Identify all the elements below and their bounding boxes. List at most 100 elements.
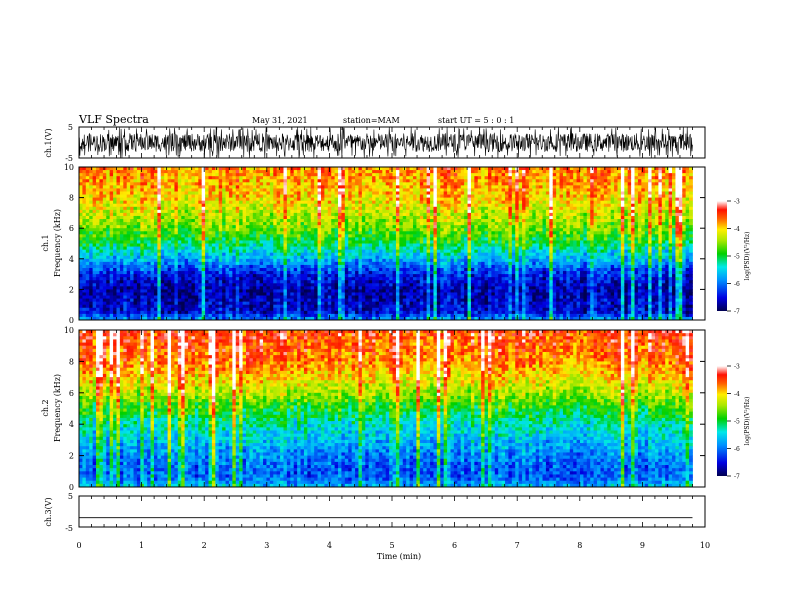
heatmap-cell: [375, 292, 380, 296]
heatmap-cell: [338, 274, 342, 278]
heatmap-cell: [382, 200, 387, 205]
heatmap-cell: [201, 182, 206, 186]
heatmap-cell: [273, 185, 278, 189]
heatmap-cell: [218, 209, 223, 214]
heatmap-cell: [320, 225, 325, 229]
heatmap-cell: [116, 240, 121, 244]
heatmap-cell: [106, 280, 111, 284]
heatmap-cell: [211, 173, 216, 177]
heatmap-cell: [334, 231, 339, 235]
heatmap-cell: [273, 176, 278, 180]
heatmap-cell: [198, 304, 203, 309]
heatmap-cell: [320, 243, 325, 247]
heatmap-cell: [89, 182, 94, 186]
heatmap-cell: [280, 219, 284, 223]
heatmap-cell: [174, 206, 179, 211]
heatmap-cell: [300, 280, 305, 284]
heatmap-cell: [355, 212, 359, 217]
heatmap-cell: [153, 219, 158, 223]
heatmap-cell: [157, 206, 162, 211]
heatmap-cell: [198, 176, 203, 180]
heatmap-cell: [106, 197, 111, 202]
heatmap-cell: [314, 225, 318, 229]
heatmap-cell: [215, 255, 220, 260]
heatmap-cell: [317, 200, 322, 205]
heatmap-cell: [317, 228, 322, 232]
heatmap-cell: [232, 267, 237, 272]
heatmap-cell: [365, 182, 370, 186]
heatmap-cell: [171, 267, 175, 272]
heatmap-cell: [184, 307, 189, 312]
heatmap-cell: [375, 280, 380, 284]
heatmap-cell: [82, 203, 87, 208]
heatmap-cell: [140, 274, 145, 278]
heatmap-cell: [194, 185, 199, 189]
heatmap-cell: [167, 286, 172, 290]
heatmap-cell: [106, 277, 111, 281]
heatmap-cell: [269, 170, 274, 174]
heatmap-cell: [327, 176, 332, 180]
heatmap-cell: [211, 228, 216, 232]
heatmap-cell: [283, 258, 288, 263]
heatmap-cell: [290, 307, 295, 312]
heatmap-cell: [140, 215, 145, 220]
heatmap-cell: [392, 267, 397, 272]
heatmap-cell: [324, 188, 329, 192]
heatmap-cell: [348, 173, 353, 177]
heatmap-cell: [171, 215, 175, 220]
heatmap-cell: [123, 167, 128, 171]
heatmap-cell: [160, 271, 165, 275]
heatmap-cell: [246, 167, 250, 171]
heatmap-cell: [246, 170, 250, 174]
heatmap-cell: [372, 173, 376, 177]
heatmap-cell: [276, 264, 281, 269]
heatmap-cell: [167, 167, 172, 171]
heatmap-cell: [300, 304, 305, 309]
heatmap-cell: [372, 301, 376, 306]
heatmap-cell: [235, 243, 240, 247]
heatmap-cell: [310, 246, 315, 251]
heatmap-cell: [140, 203, 145, 208]
heatmap-cell: [85, 222, 90, 226]
heatmap-cell: [263, 185, 267, 189]
heatmap-cell: [153, 194, 158, 198]
heatmap-cell: [79, 206, 83, 211]
heatmap-cell: [79, 219, 83, 223]
heatmap-cell: [385, 237, 390, 241]
heatmap-cell: [395, 313, 400, 318]
heatmap-cell: [133, 255, 138, 260]
heatmap-cell: [338, 252, 342, 257]
heatmap-cell: [85, 191, 90, 195]
heatmap-cell: [341, 298, 346, 303]
heatmap-cell: [109, 304, 114, 309]
heatmap-cell: [372, 292, 376, 296]
heatmap-cell: [395, 212, 400, 217]
heatmap-cell: [385, 258, 390, 263]
heatmap-cell: [160, 255, 165, 260]
heatmap-cell: [409, 231, 414, 235]
heatmap-cell: [228, 185, 233, 189]
heatmap-cell: [252, 316, 257, 321]
heatmap-cell: [389, 298, 393, 303]
heatmap-cell: [205, 246, 209, 251]
heatmap-cell: [276, 310, 281, 315]
heatmap-cell: [324, 289, 329, 293]
heatmap-cell: [310, 292, 315, 296]
heatmap-cell: [256, 212, 261, 217]
heatmap-cell: [174, 295, 179, 299]
heatmap-cell: [249, 225, 254, 229]
heatmap-cell: [106, 255, 111, 260]
heatmap-cell: [201, 310, 206, 315]
heatmap-cell: [382, 197, 387, 202]
heatmap-cell: [389, 261, 393, 266]
heatmap-cell: [171, 246, 175, 251]
heatmap-cell: [136, 173, 141, 177]
heatmap-cell: [123, 255, 128, 260]
heatmap-cell: [194, 295, 199, 299]
heatmap-cell: [79, 194, 83, 198]
heatmap-cell: [201, 280, 206, 284]
heatmap-cell: [211, 267, 216, 272]
heatmap-cell: [239, 313, 243, 318]
heatmap-cell: [184, 249, 189, 254]
heatmap-cell: [290, 298, 295, 303]
